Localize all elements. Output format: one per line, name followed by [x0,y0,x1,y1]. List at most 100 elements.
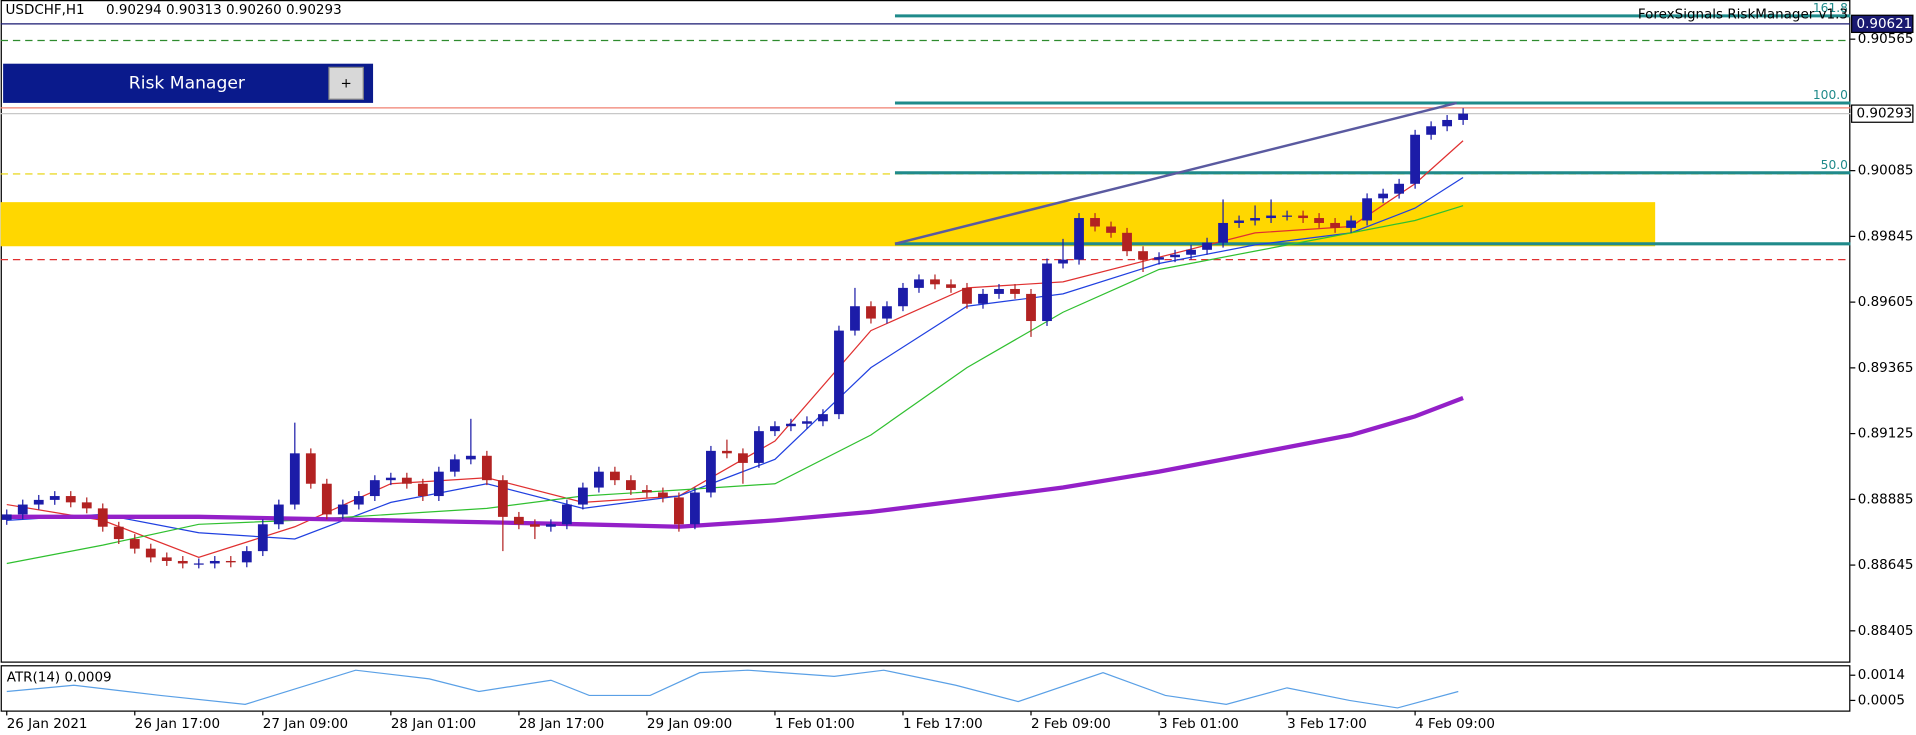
candle-body [1346,220,1356,228]
candle-body [1362,198,1372,221]
candle-body [978,293,988,304]
y-tick-label: 0.89125 [1858,426,1914,442]
candle-body [401,477,412,484]
candle-body [914,279,924,288]
price-label-box [1851,104,1914,123]
candle-body [193,563,204,565]
candle-body [353,496,364,505]
x-tick-label: 26 Jan 2021 [7,716,88,732]
atr-panel [0,665,1851,712]
candle-body [834,330,844,415]
candle-body [722,450,732,454]
candle-body [1170,254,1180,258]
candle-body [1122,232,1132,252]
candle-body [1298,215,1308,219]
candle-body [1,514,12,520]
candle-body [337,504,348,515]
candle-body [161,557,172,561]
indicator-label: ForexSignals RiskManager v1.3 [1638,7,1848,23]
candle-body [433,471,444,497]
candle-body [385,477,396,481]
candle-body [129,539,140,549]
x-tick-label: 26 Jan 17:00 [135,716,220,732]
candle-body [1218,222,1228,243]
candle-body [1154,257,1164,260]
x-tick-label: 4 Feb 09:00 [1415,716,1495,732]
fib-label: 50.0 [1821,158,1848,172]
symbol: USDCHF,H1 [6,2,85,18]
atr-line [6,669,1459,709]
candle-body [497,480,508,517]
candle-body [289,453,300,505]
candle-body [545,524,556,527]
candle-body [882,306,892,319]
plus-button[interactable] [328,66,364,100]
button-label[interactable]: Risk Manager [129,73,246,93]
candle-body [690,492,700,525]
candle-body [930,279,940,285]
candle-body [97,508,108,527]
y-tick-label: 0.89365 [1858,360,1914,376]
y-tick-label: 0.90565 [1858,31,1914,47]
candle-body [81,502,92,509]
x-tick-label: 2 Feb 09:00 [1031,716,1111,732]
candle-body [898,287,908,307]
x-tick-label: 28 Jan 01:00 [391,716,476,732]
candle-body [65,496,76,503]
candle-body [273,504,284,525]
candle-body [17,504,28,515]
price-label: 0.90293 [1857,106,1913,122]
atr-tick-label: 0.0014 [1858,667,1905,683]
candle-body [946,284,956,288]
candle-body [1314,218,1324,223]
candle-body [706,450,716,493]
risk-manager[interactable]: Risk Manager + [3,63,374,103]
candle-body [113,526,124,540]
candle-body [1394,183,1404,194]
candle-body [1442,119,1453,127]
fib-label: 161.8 [1813,1,1848,15]
candle-body [1074,218,1084,260]
candle-body [145,548,156,558]
candle-body [994,288,1004,294]
candle-body [770,426,780,432]
candle-body [1106,226,1116,233]
candle-body [658,492,668,498]
candle-body [1058,259,1068,264]
candle-body [577,487,588,505]
candle-body [754,431,764,463]
candle-body [1458,113,1469,120]
y-tick-label: 0.88405 [1858,623,1914,639]
quote: 0.90294 0.90313 0.90260 0.90293 [106,2,342,18]
candle-body [369,480,380,497]
candle-body [738,453,748,463]
candle-body [642,490,652,493]
plus-label[interactable]: + [340,75,351,91]
x-tick-label: 3 Feb 17:00 [1287,716,1367,732]
candle-body [1282,215,1292,217]
x-tick-label: 27 Jan 09:00 [263,716,348,732]
atr-label: ATR(14) 0.0009 [7,669,112,685]
candle-body [529,524,540,527]
candle-body [1138,251,1148,260]
candle-body [1202,242,1212,250]
candle-body [513,516,524,525]
price-label-box [1851,14,1914,34]
candle-body [481,455,492,481]
candle-body [177,560,188,564]
candle-body [818,414,828,422]
candle-body [962,287,972,304]
candle-body [674,497,684,525]
candle-body [49,496,60,500]
x-tick-label: 1 Feb 17:00 [903,716,983,732]
candle-body [305,453,316,484]
candle-body [593,471,604,488]
candle-body [241,551,252,563]
x-tick-label: 1 Feb 01:00 [775,716,855,732]
y-tick-label: 0.90085 [1858,163,1914,179]
button-bg [3,63,374,103]
candle-body [465,455,476,460]
